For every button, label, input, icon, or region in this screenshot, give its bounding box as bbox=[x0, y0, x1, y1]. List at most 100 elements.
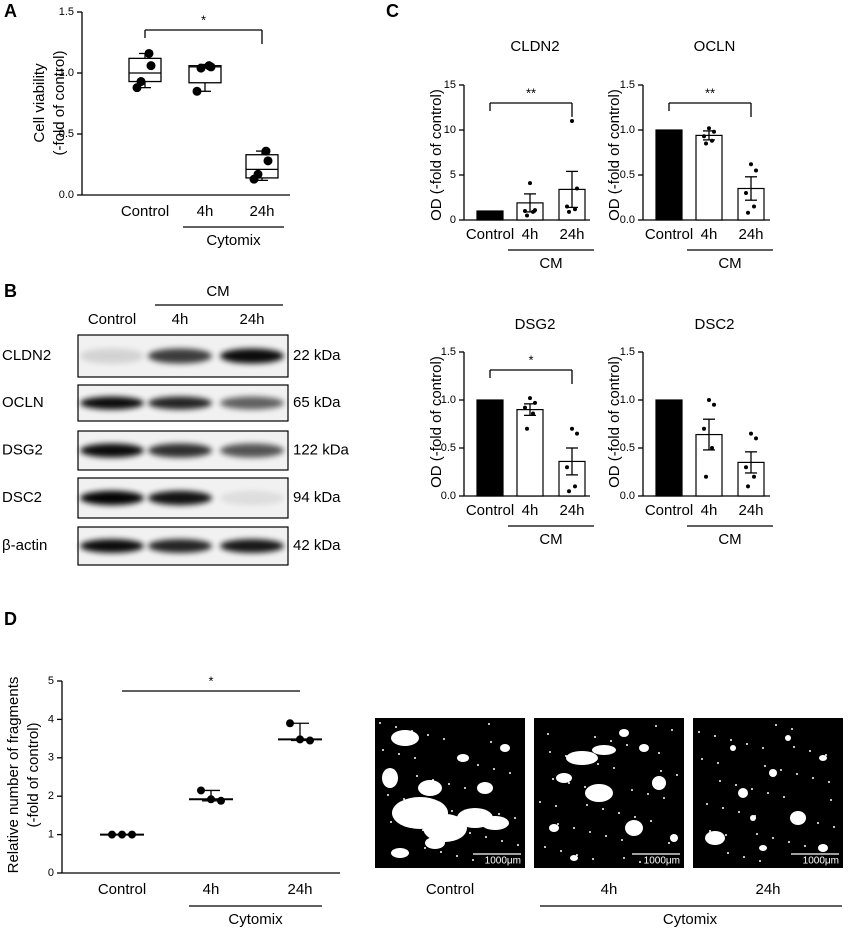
point bbox=[525, 213, 529, 218]
speck bbox=[506, 745, 508, 747]
y-tick-label: 1.5 bbox=[59, 6, 74, 18]
speck bbox=[719, 780, 721, 782]
point bbox=[118, 830, 126, 839]
group-label: Cytomix bbox=[663, 911, 718, 928]
x-tick-label: 4h bbox=[701, 226, 718, 243]
fragment bbox=[592, 745, 616, 755]
y-tick-label: 4 bbox=[48, 713, 54, 725]
speck bbox=[722, 807, 724, 809]
y-tick-label: 0 bbox=[48, 867, 54, 879]
speck bbox=[793, 746, 795, 748]
blot-band bbox=[80, 539, 144, 553]
blot-band bbox=[148, 396, 212, 410]
blot-band bbox=[80, 396, 144, 410]
speck bbox=[517, 844, 519, 846]
point bbox=[702, 134, 706, 139]
point bbox=[565, 465, 569, 470]
speck bbox=[514, 817, 516, 819]
speck bbox=[382, 749, 384, 751]
group-label: Cytomix bbox=[228, 911, 283, 928]
speck bbox=[647, 793, 649, 795]
fragment bbox=[585, 784, 613, 802]
speck bbox=[767, 792, 769, 794]
fragment bbox=[549, 824, 559, 832]
point bbox=[128, 830, 136, 839]
blot-band bbox=[148, 490, 212, 506]
point bbox=[575, 431, 579, 436]
x-tick-label: Control bbox=[121, 203, 169, 220]
fragment bbox=[418, 780, 442, 796]
y-axis-label: (-fold of control) bbox=[25, 722, 42, 827]
fragment bbox=[730, 745, 736, 751]
speck bbox=[817, 822, 819, 824]
point bbox=[192, 86, 202, 96]
fragment bbox=[391, 848, 409, 858]
speck bbox=[828, 781, 830, 783]
blot-band bbox=[220, 539, 284, 553]
speck bbox=[472, 859, 474, 861]
point bbox=[144, 48, 154, 58]
y-tick-label: 2 bbox=[48, 790, 54, 802]
speck bbox=[698, 731, 700, 733]
point bbox=[108, 830, 116, 839]
speck bbox=[448, 783, 450, 785]
y-tick-label: 0 bbox=[450, 214, 456, 226]
group-label: CM bbox=[539, 255, 562, 272]
speck bbox=[552, 778, 554, 780]
speck bbox=[427, 734, 429, 736]
speck bbox=[663, 797, 665, 799]
speck bbox=[738, 811, 740, 813]
speck bbox=[796, 773, 798, 775]
group-label: CM bbox=[539, 531, 562, 548]
speck bbox=[762, 747, 764, 749]
y-tick-label: 1.5 bbox=[441, 346, 456, 358]
y-tick-label: 0.0 bbox=[620, 214, 635, 226]
y-tick-label: 15 bbox=[444, 79, 456, 91]
fragment bbox=[423, 814, 467, 842]
scale-label: 1000μm bbox=[485, 856, 521, 867]
size-label: 122 kDa bbox=[293, 441, 350, 458]
point bbox=[754, 436, 758, 441]
point bbox=[702, 426, 706, 431]
speck bbox=[602, 808, 604, 810]
fragment bbox=[481, 816, 509, 830]
speck bbox=[658, 752, 660, 754]
speck bbox=[788, 841, 790, 843]
speck bbox=[623, 857, 625, 859]
point bbox=[531, 209, 535, 214]
point bbox=[744, 191, 748, 195]
speck bbox=[626, 744, 628, 746]
point bbox=[565, 204, 569, 209]
blot-band bbox=[220, 396, 284, 410]
point bbox=[749, 431, 753, 436]
speck bbox=[584, 786, 586, 788]
speck bbox=[754, 815, 756, 817]
x-tick-label: 24h bbox=[559, 502, 584, 519]
speck bbox=[589, 831, 591, 833]
group-label: CM bbox=[206, 283, 229, 300]
point bbox=[207, 795, 215, 804]
speck bbox=[568, 782, 570, 784]
blot-band bbox=[220, 443, 284, 458]
speck bbox=[453, 828, 455, 830]
fragment bbox=[790, 811, 806, 825]
fragment bbox=[566, 751, 598, 765]
speck bbox=[422, 829, 424, 831]
fragment bbox=[477, 782, 493, 794]
y-axis-label: OD (-fold of control) bbox=[606, 89, 623, 221]
speck bbox=[730, 739, 732, 741]
speck bbox=[379, 722, 381, 724]
protein-label: CLDN2 bbox=[2, 347, 51, 364]
speck bbox=[490, 741, 492, 743]
speck bbox=[791, 728, 793, 730]
speck bbox=[650, 820, 652, 822]
speck bbox=[671, 729, 673, 731]
speck bbox=[751, 788, 753, 790]
speck bbox=[443, 738, 445, 740]
significance-label: * bbox=[528, 352, 533, 367]
speck bbox=[804, 845, 806, 847]
blot-band bbox=[220, 348, 284, 364]
point bbox=[217, 796, 225, 805]
speck bbox=[809, 750, 811, 752]
speck bbox=[501, 840, 503, 842]
